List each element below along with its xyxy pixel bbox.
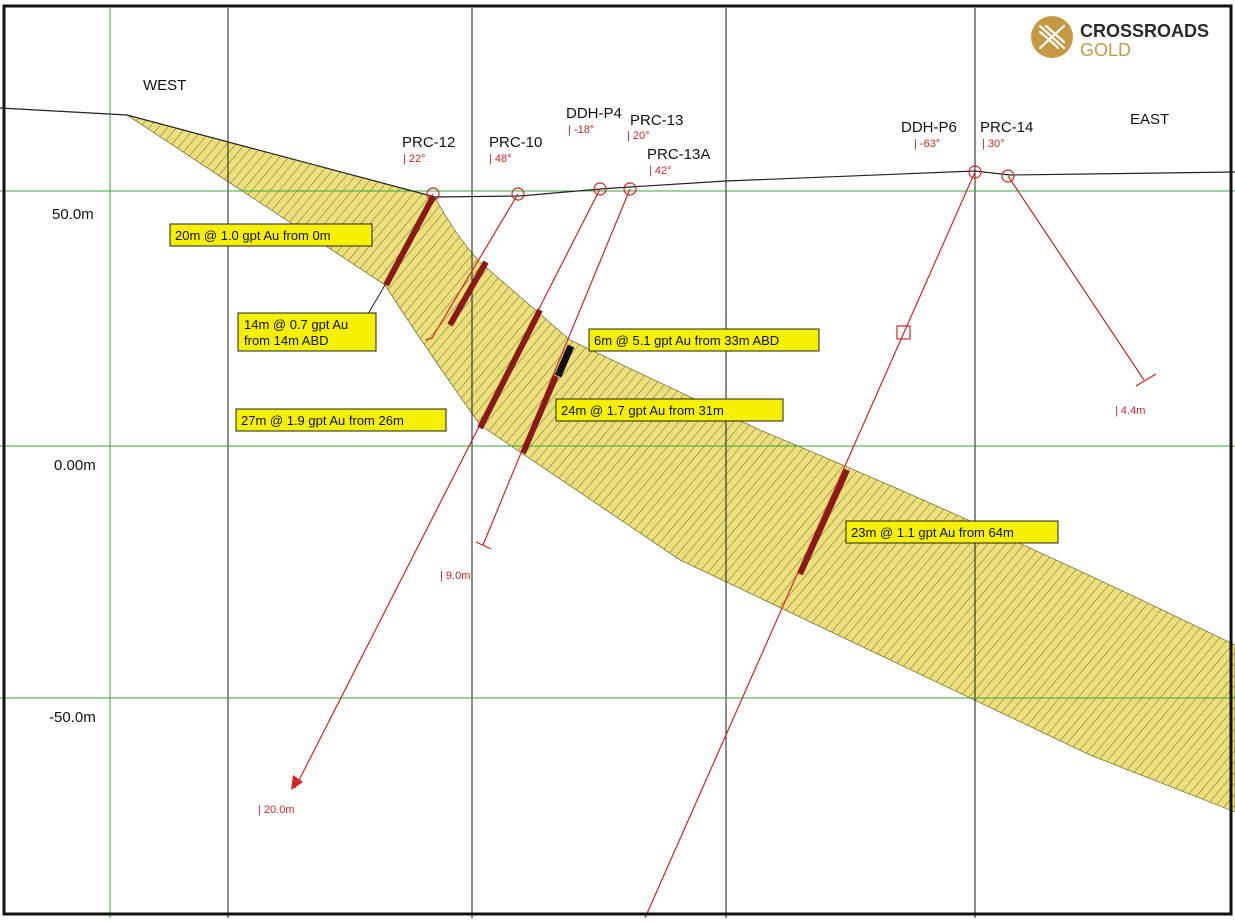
collar-prc10: [511, 187, 525, 201]
drill-trace-prc14: [1007, 175, 1145, 381]
drillhole-name-prc10: PRC-10: [489, 134, 542, 151]
intercept-label-text: 23m @ 1.1 gpt Au from 64m: [851, 525, 1014, 540]
drillhole-name-prc12: PRC-12: [402, 134, 455, 151]
intercept-label-5: 24m @ 1.7 gpt Au from 31m: [555, 398, 784, 422]
intercept-bar: [554, 344, 575, 378]
drill-trace-prc13-end: [475, 541, 492, 550]
intercept-bar: [447, 260, 489, 327]
elevation-label-bottom: -50.0m: [49, 709, 96, 726]
label-leader: [367, 284, 386, 315]
drillhole-dip-ddhp6: | -63°: [914, 138, 940, 150]
drill-trace-prc14-end: [1135, 373, 1157, 387]
intercept-bars: [383, 195, 850, 576]
intercept-bar: [797, 468, 850, 576]
mineralised-zone-hatch: [127, 115, 1235, 812]
collar-prc14: [1001, 169, 1015, 183]
intercept-label-text: 20m @ 1.0 gpt Au from 0m: [175, 228, 331, 243]
drillhole-dip-ddhp4: | -18°: [568, 124, 594, 136]
drill-marker-box: [896, 325, 911, 340]
intercept-label-6: 23m @ 1.1 gpt Au from 64m: [845, 520, 1059, 544]
drillhole-dip-prc13: | 20°: [627, 130, 650, 142]
drillhole-name-prc13: PRC-13: [630, 112, 683, 129]
drillhole-dip-prc10: | 48°: [489, 153, 512, 165]
drillhole-name-prc14: PRC-14: [980, 119, 1033, 136]
drillhole-dip-prc14: | 30°: [982, 138, 1005, 150]
intercept-label-4: 27m @ 1.9 gpt Au from 26m: [235, 408, 447, 432]
logo-text-crossroads: CROSSROADS: [1080, 21, 1209, 41]
drillhole-depth-prc10: | 9.0m: [440, 570, 470, 582]
drill-arrowhead: [291, 775, 303, 790]
collar-ddhp6: [968, 165, 982, 179]
drillhole-name-ddhp6: DDH-P6: [901, 119, 957, 136]
intercept-label-3: 6m @ 5.1 gpt Au from 33m ABD: [588, 328, 820, 352]
elevation-label-middle: 0.00m: [54, 457, 96, 474]
direction-west: WEST: [143, 77, 186, 94]
section-frame: [2, 4, 1233, 916]
drillhole-depth-prc14: | 4.4m: [1115, 405, 1145, 417]
drill-trace-prc13: [482, 188, 631, 546]
direction-east: EAST: [1130, 111, 1169, 128]
intercept-label-text: 27m @ 1.9 gpt Au from 26m: [241, 413, 404, 428]
drillhole-dip-prc13a: | 42°: [649, 165, 672, 177]
intercept-bar: [477, 308, 543, 430]
intercept-label-text: 24m @ 1.7 gpt Au from 31m: [561, 403, 724, 418]
elevation-label-top: 50.0m: [52, 206, 94, 223]
logo-text-gold: GOLD: [1080, 40, 1131, 60]
crossroads-gold-logo: CROSSROADS GOLD: [1031, 16, 1209, 60]
intercept-label-text: 14m @ 0.7 gpt Au: [244, 317, 348, 332]
collars: [426, 165, 1015, 201]
drill-trace-ddhp4: [294, 188, 601, 789]
grid: [0, 8, 1235, 918]
drillhole-name-ddhp4: DDH-P4: [566, 105, 622, 122]
intercept-bar: [520, 374, 559, 455]
drillhole-dip-prc12: | 22°: [403, 153, 426, 165]
intercept-bar: [383, 195, 436, 287]
intercept-label-text: from 14m ABD: [244, 333, 329, 348]
collar-ddhp4: [593, 182, 607, 196]
drillhole-depth-ddhp4: | 20.0m: [258, 804, 295, 816]
collar-prc13: [623, 182, 637, 196]
intercept-label-2: 14m @ 0.7 gpt Au from 14m ABD: [237, 312, 377, 352]
topography-line: [0, 107, 1235, 198]
intercept-label-1: 20m @ 1.0 gpt Au from 0m: [169, 223, 373, 247]
drillhole-name-prc13a: PRC-13A: [647, 146, 710, 163]
drill-trace-prc10: [425, 193, 519, 341]
intercept-label-text: 6m @ 5.1 gpt Au from 33m ABD: [594, 333, 779, 348]
